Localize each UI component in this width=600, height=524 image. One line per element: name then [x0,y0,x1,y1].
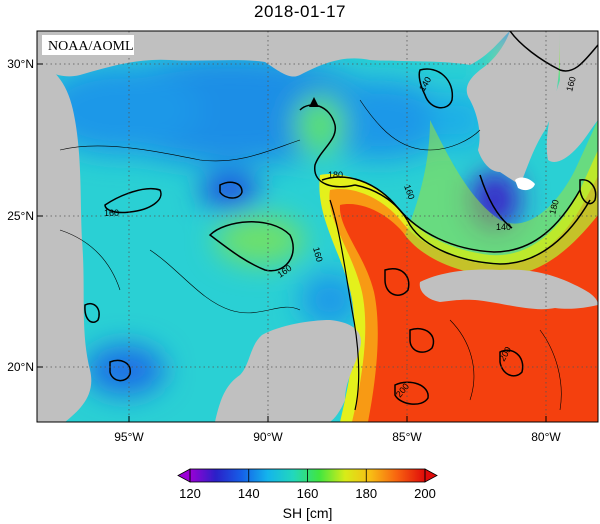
colorbar-tick-label: 120 [179,486,201,501]
contour-line [299,104,356,188]
contour-line [418,68,453,109]
colorbar-tick-label: 160 [297,486,319,501]
contour-line [219,181,243,199]
loop-current-core [339,204,598,422]
land-mexico-west [37,60,92,422]
land-florida [546,31,598,162]
contour-line [384,268,410,296]
lat-tick-label: 25°N [7,209,34,223]
contour-label: 160 [104,208,119,218]
colorbar-tick-label: 180 [355,486,377,501]
contour-label: 180 [328,170,343,180]
contour-line [59,229,121,291]
contour-line [359,99,481,151]
contour-line [59,139,301,162]
contour-line [479,174,513,229]
contour-line [449,319,475,401]
lon-tick-label: 85°W [392,430,422,444]
lon-tick-label: 90°W [253,430,283,444]
contour-label: 140 [496,222,511,232]
map-plot-area: 140 160 160 160 160 180 160 180 140 200 … [37,31,598,422]
contour-line [509,31,598,72]
contour-label: 160 [402,183,417,201]
contour-label: 160 [311,246,325,263]
colorbar: 120 140 160 180 200 SH [cm] [177,468,438,521]
frame-ticks [37,63,547,422]
colorbar-max-arrow [424,468,438,483]
contour-label: 160 [564,75,578,92]
contour-line [579,179,597,205]
contour-line [499,349,524,377]
lake-okeechobee [515,177,535,191]
land-yucatan [215,320,361,422]
credit-box [42,35,134,55]
contour-line [208,221,294,272]
contours [59,31,598,411]
colorbar-unit-label: SH [cm] [283,505,333,521]
contour-line [84,303,100,324]
lon-tick-label: 80°W [531,430,561,444]
colorbar-min-arrow [177,468,191,483]
contour-line [329,199,360,411]
land-cuba [419,269,598,310]
contour-line [394,381,429,405]
colorbar-tick-label: 140 [238,486,260,501]
contour-line [321,176,581,253]
contour-label: 180 [547,198,561,215]
land-north-coast [37,31,510,77]
map-title: 2018-01-17 [254,2,346,21]
buoy-marker-icon [309,97,319,107]
colorbar-tick-label: 200 [414,486,436,501]
graticule [37,31,598,422]
contour-line [104,188,162,214]
contour-line [109,359,131,382]
lat-tick-label: 30°N [7,57,34,71]
lat-tick-label: 20°N [7,360,34,374]
contour-line [539,329,562,411]
shelf-band [405,120,598,276]
contour-line [149,249,301,314]
credit-label: NOAA/AOML [48,39,134,54]
lon-tick-label: 95°W [114,430,144,444]
map-frame [36,30,599,423]
land-us-gulf-coast [37,31,598,185]
contour-line [409,328,435,353]
